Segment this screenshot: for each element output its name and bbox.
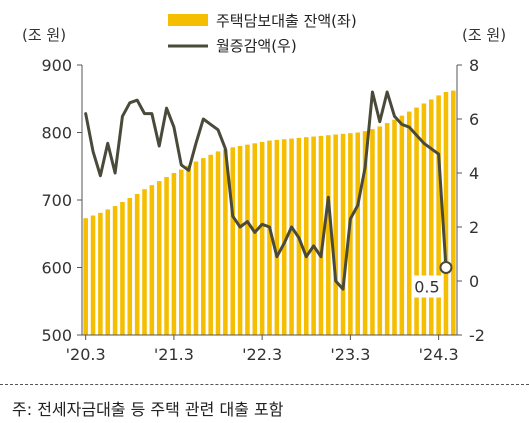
left-tick-label: 600: [41, 259, 72, 278]
footnote: 주: 전세자금대출 등 주택 관련 대출 포함: [12, 400, 284, 419]
bar: [384, 123, 390, 335]
bar: [193, 161, 199, 335]
left-tick-label: 900: [41, 56, 72, 75]
bar: [340, 133, 346, 335]
bar: [311, 136, 316, 335]
bar: [267, 140, 272, 335]
chart: (조 원) (조 원) 주택담보대출 잔액(좌) 월증감액(우) 500 600 7…: [22, 12, 506, 364]
right-tick-label: 0: [469, 272, 479, 291]
bar: [259, 141, 265, 335]
legend-bar-label: 주택담보대출 잔액(좌): [216, 12, 357, 30]
right-tick-label: -2: [469, 326, 485, 345]
bar: [223, 149, 228, 336]
bar: [318, 135, 324, 336]
bar: [348, 133, 353, 335]
bar: [208, 154, 213, 335]
bar: [215, 151, 221, 335]
left-tick-label: 500: [41, 326, 72, 345]
bar: [333, 134, 338, 335]
annotation-marker: [439, 261, 453, 274]
bar: [134, 193, 140, 335]
bar: [414, 107, 419, 335]
bar: [127, 197, 133, 335]
bar: [156, 181, 162, 335]
divider: [0, 384, 529, 385]
bar: [149, 185, 155, 335]
bar: [142, 189, 147, 335]
bar: [421, 103, 427, 335]
bar: [326, 135, 331, 335]
left-axis-ticks: 500 600 700 800 900: [41, 56, 82, 345]
bar: [274, 139, 280, 335]
x-tick-label: '21.3: [154, 345, 194, 364]
left-tick-label: 800: [41, 124, 72, 143]
bar: [436, 95, 441, 336]
bar-series: [83, 90, 456, 336]
bar: [112, 206, 118, 335]
bar: [237, 146, 243, 335]
annotation-box: [411, 275, 442, 298]
bar: [370, 129, 375, 336]
bar: [105, 209, 111, 335]
legend: 주택담보대출 잔액(좌) 월증감액(우): [168, 12, 357, 55]
bar: [303, 137, 309, 335]
bar: [186, 165, 191, 335]
bar: [443, 92, 449, 335]
bar: [164, 177, 169, 335]
bar: [245, 144, 250, 335]
x-tick-label: '23.3: [330, 345, 370, 364]
x-tick-label: '22.3: [242, 345, 282, 364]
left-axis-unit: (조 원): [22, 26, 66, 44]
bar: [171, 173, 177, 335]
bar: [406, 111, 412, 335]
bar: [362, 131, 368, 335]
right-axis-ticks: -2 0 2 4 6 8: [457, 56, 485, 345]
bar: [377, 126, 383, 336]
x-tick-label: '24.3: [419, 345, 459, 364]
bar: [392, 119, 397, 336]
bar: [120, 202, 125, 335]
bar: [399, 115, 405, 336]
annotation-label: 0.5: [414, 278, 439, 297]
bar: [355, 132, 361, 335]
bar: [230, 147, 236, 335]
bar: [281, 139, 287, 335]
annotation: 0.5: [411, 261, 453, 298]
bar: [201, 158, 206, 335]
legend-line-label: 월증감액(우): [216, 37, 297, 55]
bar: [289, 138, 294, 335]
right-axis-unit: (조 원): [462, 26, 506, 44]
x-tick-label: '20.3: [66, 345, 106, 364]
right-tick-label: 2: [469, 218, 479, 237]
bar: [451, 90, 456, 336]
bar: [252, 143, 258, 335]
x-axis-ticks: '20.3 '21.3 '22.3 '23.3 '24.3: [66, 335, 459, 364]
right-tick-label: 4: [469, 164, 479, 183]
line-series: [84, 90, 448, 291]
bar: [428, 99, 434, 335]
bar: [178, 169, 184, 336]
right-tick-label: 6: [469, 110, 479, 129]
monthly-change-line: [84, 90, 448, 291]
bar: [90, 215, 96, 335]
bar: [83, 218, 88, 335]
left-tick-label: 700: [41, 191, 72, 210]
right-tick-label: 8: [469, 56, 479, 75]
bar: [98, 212, 103, 335]
legend-bar-swatch: [168, 14, 208, 26]
